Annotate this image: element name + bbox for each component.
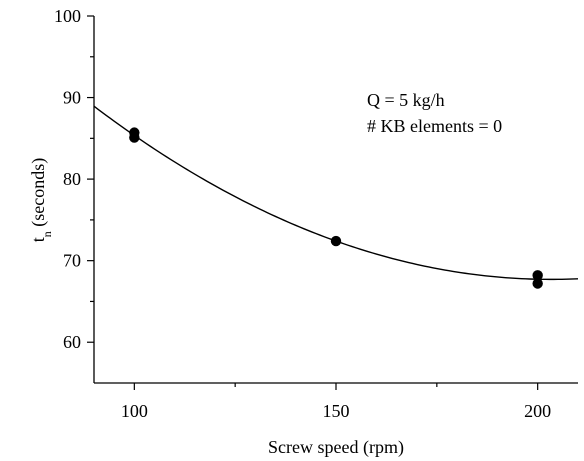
data-points: [129, 127, 543, 289]
y-tick-label: 80: [63, 169, 81, 189]
fit-curve: [93, 105, 579, 281]
y-axis-title-suffix: (seconds): [28, 158, 49, 231]
annotation-flow-rate: Q = 5 kg/h: [367, 90, 445, 110]
y-tick-label: 60: [63, 332, 81, 352]
tick-labels: 60 70 80 90 100 100 150 200: [54, 6, 551, 421]
y-axis-title-main: t: [28, 237, 48, 242]
x-tick-label: 150: [323, 401, 350, 421]
data-point: [129, 132, 140, 143]
data-point: [532, 278, 543, 289]
y-axis-title: tn (seconds): [28, 158, 54, 243]
annotation-kb-elements: # KB elements = 0: [367, 116, 502, 136]
y-tick-label: 70: [63, 251, 81, 271]
data-point: [532, 270, 543, 281]
y-axis-title-subscript: n: [40, 231, 54, 237]
x-axis-title: Screw speed (rpm): [268, 437, 404, 458]
y-tick-label: 100: [54, 6, 81, 26]
axis-ticks: [87, 15, 539, 390]
data-point: [330, 235, 342, 247]
x-tick-label: 200: [524, 401, 551, 421]
x-tick-label: 100: [121, 401, 148, 421]
y-tick-label: 90: [63, 88, 81, 108]
